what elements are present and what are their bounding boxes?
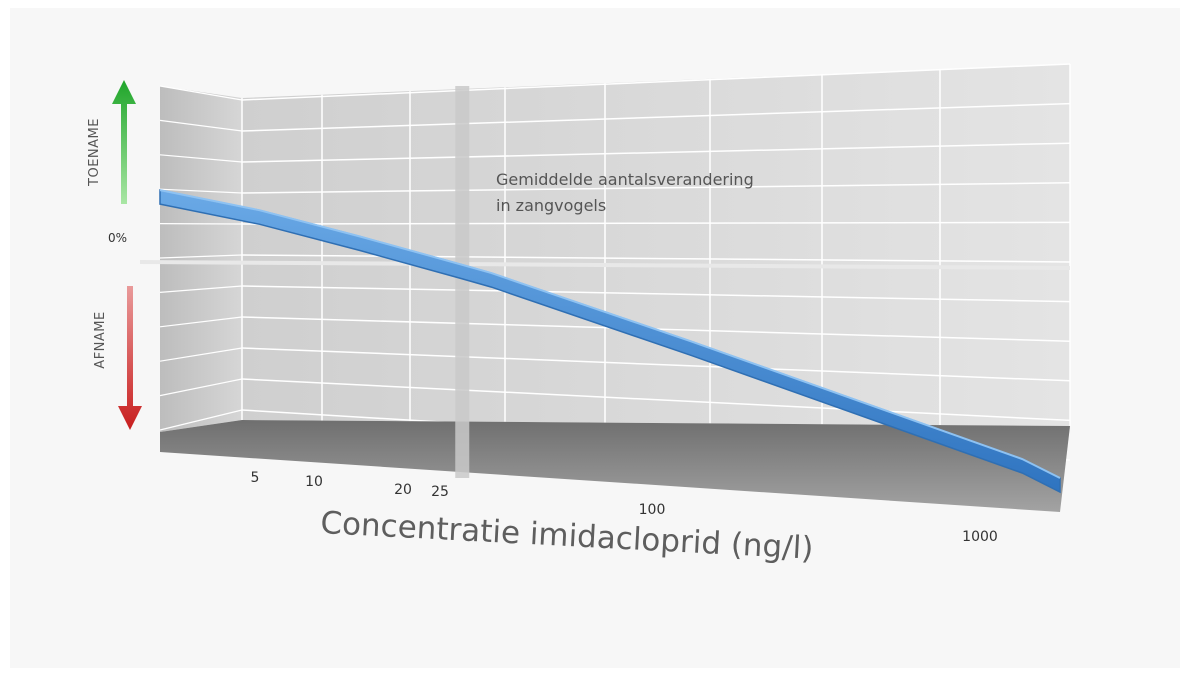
concentration-marker xyxy=(455,86,470,478)
grid-line-side xyxy=(159,378,243,397)
grid-line-h xyxy=(241,285,1071,303)
grid-line-side xyxy=(159,119,243,132)
annotation-line-1: Gemiddelde aantalsverandering xyxy=(496,170,754,189)
grid-line-side xyxy=(159,285,243,293)
floor-plane xyxy=(160,420,1070,512)
x-tick-label: 25 xyxy=(431,484,449,500)
grid-line-h xyxy=(241,347,1071,382)
grid-line-side xyxy=(159,347,243,362)
arrow-down-icon xyxy=(118,286,142,430)
series-layer xyxy=(159,189,1061,494)
x-tick-labels: 5 10 20 25 100 1000 xyxy=(251,470,998,545)
arrow-up-shape xyxy=(112,80,136,204)
chart-annotation: Gemiddelde aantalsverandering in zangvog… xyxy=(496,170,754,215)
marker-plane xyxy=(455,86,470,478)
left-wall xyxy=(160,86,242,432)
y-increase-label: TOENAME xyxy=(87,118,102,187)
arrow-up-icon xyxy=(112,80,136,204)
x-tick-label: 5 xyxy=(251,470,260,486)
y-direction-indicators: TOENAME AFNAME 0% xyxy=(87,80,142,430)
grid-line-h xyxy=(241,182,1071,194)
y-decrease-label: AFNAME xyxy=(93,311,108,368)
grid-line-side xyxy=(159,85,243,101)
grid-line-side xyxy=(159,188,243,194)
x-tick-label: 20 xyxy=(394,482,412,498)
chart-floor xyxy=(160,420,1070,512)
grid-line-h xyxy=(241,142,1071,163)
series-ribbon-highlight xyxy=(159,189,1061,479)
grid-line-side xyxy=(159,316,243,328)
zero-line xyxy=(139,260,1071,270)
grid-line-h xyxy=(241,63,1071,101)
zero-baseline xyxy=(139,260,1071,270)
x-tick-label: 1000 xyxy=(962,529,998,545)
x-tick-label: 100 xyxy=(639,502,666,518)
annotation-line-2: in zangvogels xyxy=(496,196,606,215)
y-zero-label: 0% xyxy=(108,231,127,245)
x-tick-label: 10 xyxy=(305,474,323,490)
grid-line-h xyxy=(241,102,1071,132)
grid-line-h xyxy=(241,378,1071,422)
arrow-down-shape xyxy=(118,286,142,430)
grid-line-side xyxy=(159,409,243,431)
grid-line-h xyxy=(241,221,1071,225)
grid-line-side xyxy=(159,254,243,259)
grid-line-side xyxy=(159,154,243,163)
